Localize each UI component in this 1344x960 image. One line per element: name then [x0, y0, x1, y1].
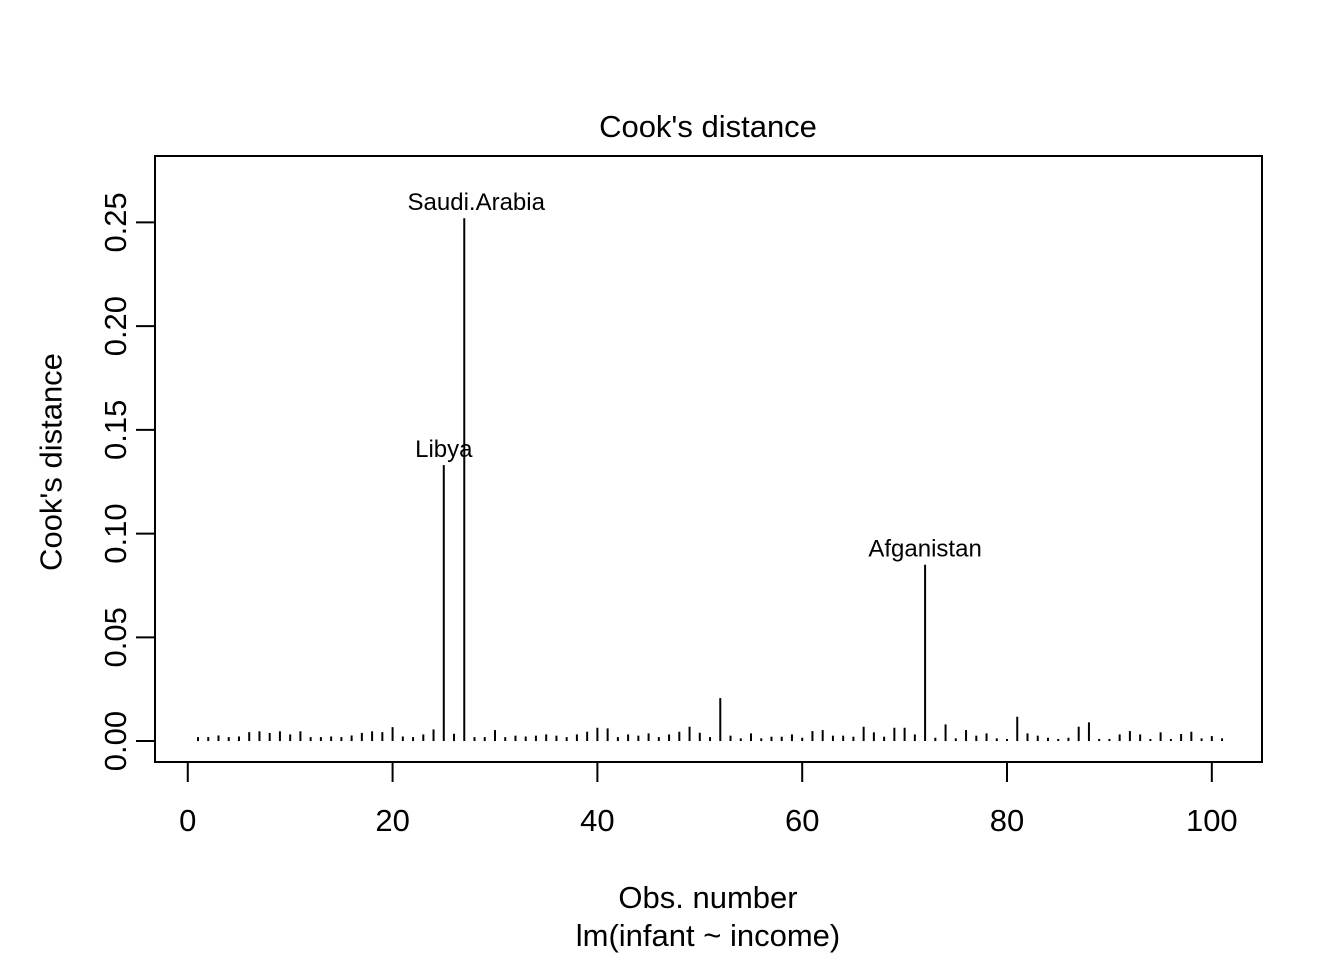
x-tick-label: 100	[1186, 803, 1238, 838]
plot-box	[154, 155, 1263, 763]
chart-title: Cook's distance	[599, 109, 817, 144]
y-tick-label: 0.10	[98, 503, 133, 563]
x-axis-title: Obs. number	[618, 880, 798, 915]
x-tick-label: 40	[580, 803, 614, 838]
outlier-label-libya: Libya	[415, 436, 473, 463]
outlier-label-saudi-arabia: Saudi.Arabia	[408, 189, 546, 216]
y-tick-label: 0.05	[98, 607, 133, 667]
model-caption: lm(infant ~ income)	[575, 918, 841, 953]
x-tick-label: 0	[179, 803, 196, 838]
y-axis-title: Cook's distance	[33, 353, 69, 571]
y-tick-label: 0.20	[98, 296, 133, 356]
x-tick-label: 80	[990, 803, 1024, 838]
y-tick-label: 0.15	[98, 400, 133, 460]
x-tick-label: 60	[785, 803, 819, 838]
y-tick-label: 0.00	[98, 711, 133, 771]
outlier-label-afganistan: Afganistan	[868, 536, 981, 563]
y-tick-label: 0.25	[98, 192, 133, 252]
x-tick-label: 20	[375, 803, 409, 838]
